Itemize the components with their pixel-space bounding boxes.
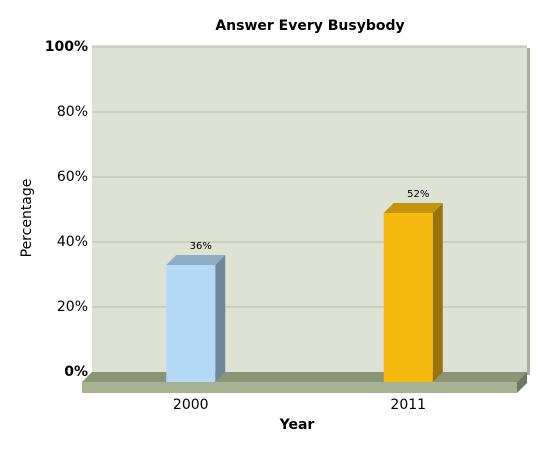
bar: [383, 213, 433, 382]
bar: [166, 265, 216, 382]
bar-top: [383, 203, 443, 213]
y-tick-label: 40%: [57, 234, 88, 250]
floor-front: [82, 382, 517, 393]
chart-title: Answer Every Busybody: [215, 18, 404, 34]
x-axis-label: Year: [279, 417, 315, 433]
y-tick-label: 60%: [57, 169, 88, 185]
y-tick-label: 0%: [64, 364, 88, 380]
value-label: 36%: [190, 241, 212, 252]
x-tick-label: 2011: [390, 397, 426, 413]
bar-top: [166, 255, 226, 265]
bar-side: [215, 255, 226, 382]
y-tick-label: 100%: [45, 39, 88, 55]
y-tick-label: 80%: [57, 104, 88, 120]
y-tick-label: 20%: [57, 299, 88, 315]
floor-side: [517, 372, 527, 393]
x-tick-label: 2000: [173, 397, 209, 413]
floor-top: [82, 372, 527, 382]
back-wall: [92, 45, 527, 372]
y-axis-label: Percentage: [19, 179, 35, 258]
value-label: 52%: [407, 189, 429, 200]
bar-side: [432, 203, 443, 382]
